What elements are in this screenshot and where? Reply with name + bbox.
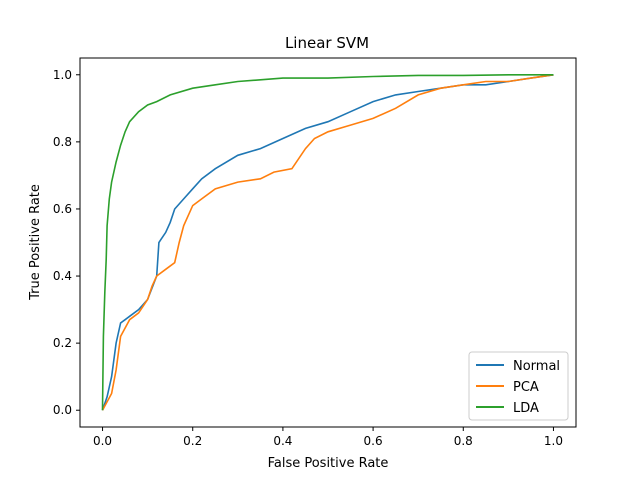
x-tick-label: 0.6 (364, 434, 383, 448)
plot-area (79, 57, 577, 428)
series-line-pca (101, 74, 554, 411)
chart-title: Linear SVM (285, 34, 369, 52)
x-axis-label: False Positive Rate (268, 456, 389, 471)
y-tick-label: 0.4 (53, 269, 72, 283)
legend-label-lda: LDA (513, 401, 539, 416)
x-tick-label: 1.0 (544, 434, 563, 448)
y-tick-label: 1.0 (53, 68, 72, 82)
series-layer (101, 74, 554, 411)
y-axis-label: True Positive Rate (28, 184, 43, 301)
legend: Normal PCA LDA (468, 351, 569, 421)
y-tick-label: 0.0 (53, 403, 72, 417)
y-axis-ticks: 0.0 0.2 0.4 0.6 0.8 1.0 (53, 68, 80, 417)
legend-box (468, 351, 569, 421)
x-tick-label: 0.0 (93, 434, 112, 448)
x-tick-label: 0.4 (273, 434, 292, 448)
y-tick-label: 0.2 (53, 336, 72, 350)
series-line-normal (101, 74, 554, 411)
x-tick-label: 0.2 (183, 434, 202, 448)
x-tick-label: 0.8 (454, 434, 473, 448)
legend-label-pca: PCA (513, 380, 539, 395)
series-line-lda (101, 74, 554, 411)
y-tick-label: 0.6 (53, 202, 72, 216)
x-axis-ticks: 0.0 0.2 0.4 0.6 0.8 1.0 (93, 427, 563, 448)
y-tick-label: 0.8 (53, 135, 72, 149)
legend-label-normal: Normal (513, 359, 560, 374)
